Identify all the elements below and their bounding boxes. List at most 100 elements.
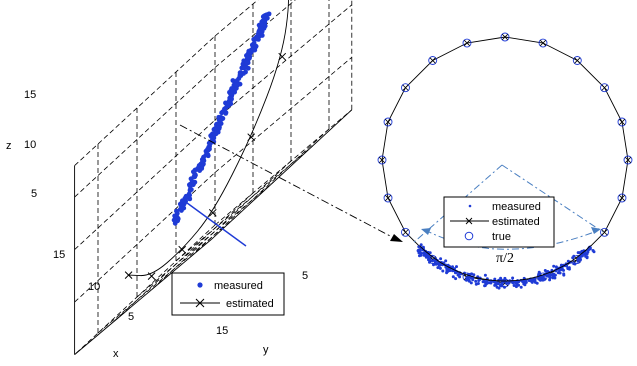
measured-point (426, 254, 430, 258)
grid-line-3d (214, 4, 353, 121)
measured-point-3d (259, 21, 264, 27)
true-marker (401, 227, 410, 237)
estimated-marker (618, 118, 626, 126)
measured-point-3d (205, 146, 210, 152)
z-tick-15: 15 (24, 89, 36, 101)
measured-point (436, 266, 440, 270)
measured-point (562, 272, 566, 276)
measured-point (419, 253, 423, 257)
measured-point (419, 243, 423, 247)
true-marker (377, 155, 387, 165)
estimated-marker (378, 156, 386, 164)
estimated-marker-3d (247, 133, 256, 142)
measured-point (585, 252, 589, 256)
measured-point (514, 280, 518, 284)
legend-circle-estimated: estimated (492, 216, 540, 228)
measured-point-3d (190, 169, 196, 175)
measured-point-3d (187, 187, 193, 192)
measured-point-3d (222, 107, 227, 113)
measured-point (586, 249, 590, 253)
estimated-marker (574, 57, 581, 64)
true-marker (428, 56, 438, 65)
measured-point (533, 279, 537, 283)
measured-points-3d (171, 11, 272, 226)
measured-point (476, 282, 480, 285)
estimated-marker-3d (147, 272, 156, 280)
grid-line-3d (74, 35, 216, 166)
measured-point-3d (178, 206, 184, 212)
legend-3d-measured-marker (197, 282, 203, 288)
measured-point (474, 279, 478, 283)
x-axis-label: x (113, 348, 119, 360)
measured-point (471, 278, 475, 282)
measured-point (557, 268, 561, 272)
measured-point (558, 271, 562, 275)
estimated-marker (624, 156, 632, 164)
measured-point-3d (234, 82, 240, 87)
measured-point (430, 259, 434, 263)
true-marker (617, 193, 627, 203)
estimated-marker-3d (208, 208, 217, 217)
measured-point (454, 277, 458, 281)
x-tick-10: 10 (88, 281, 100, 293)
true-marker (383, 117, 393, 127)
measured-point (592, 250, 596, 254)
measured-point (495, 285, 499, 289)
measured-point (489, 281, 493, 285)
grid-3d (74, 0, 353, 355)
measured-point (552, 264, 556, 268)
legend-circle-estimated-marker (465, 217, 473, 225)
measured-point (500, 284, 504, 288)
estimated-marker (618, 194, 626, 202)
measured-point (566, 266, 570, 270)
estimated-curve-3d (124, 0, 289, 280)
angle-arc (424, 229, 598, 250)
true-marker (617, 117, 627, 127)
estimated-marker (384, 118, 392, 126)
axes-frame-3d (74, 109, 353, 355)
legend-3d-box (171, 272, 285, 316)
estimated-arc (419, 245, 591, 282)
measured-point (514, 285, 518, 289)
measured-point (439, 257, 443, 261)
estimated-markers (378, 33, 632, 287)
measured-point (519, 285, 523, 289)
measured-point (538, 277, 542, 281)
estimated-marker (601, 84, 608, 91)
estimated-marker (539, 39, 547, 47)
measured-point (512, 284, 516, 287)
measured-point (571, 256, 575, 260)
measured-point-3d (171, 217, 177, 223)
measured-point (511, 276, 515, 280)
measured-point (573, 262, 577, 266)
measured-point (499, 276, 503, 280)
measured-point-3d (260, 14, 266, 20)
x-tick-5: 5 (128, 311, 134, 323)
measured-point-3d (216, 114, 222, 120)
measured-point-3d (266, 11, 272, 17)
measured-point (441, 269, 445, 273)
estimated-marker-3d (178, 245, 187, 254)
measured-point (416, 249, 420, 253)
grid-line-3d (214, 0, 259, 37)
measured-point-3d (179, 198, 185, 204)
measured-point (434, 259, 438, 263)
measured-point-3d (241, 65, 247, 71)
measured-point (451, 275, 455, 279)
legend-circle-box (443, 196, 555, 248)
measured-point-3d (199, 166, 205, 171)
y-tick-5: 5 (302, 270, 308, 282)
measured-point-3d (233, 85, 239, 91)
measured-point-3d (234, 78, 240, 83)
legend-circle-measured-marker (468, 204, 472, 208)
measured-point-3d (225, 102, 230, 108)
measured-point (560, 266, 564, 270)
measured-point (548, 278, 552, 282)
legend-3d: measured estimated (171, 272, 285, 316)
measured-point-3d (244, 60, 250, 66)
measured-point-3d (213, 126, 219, 132)
true-marker (401, 83, 410, 93)
measured-point (537, 270, 541, 274)
measured-point (432, 263, 435, 267)
